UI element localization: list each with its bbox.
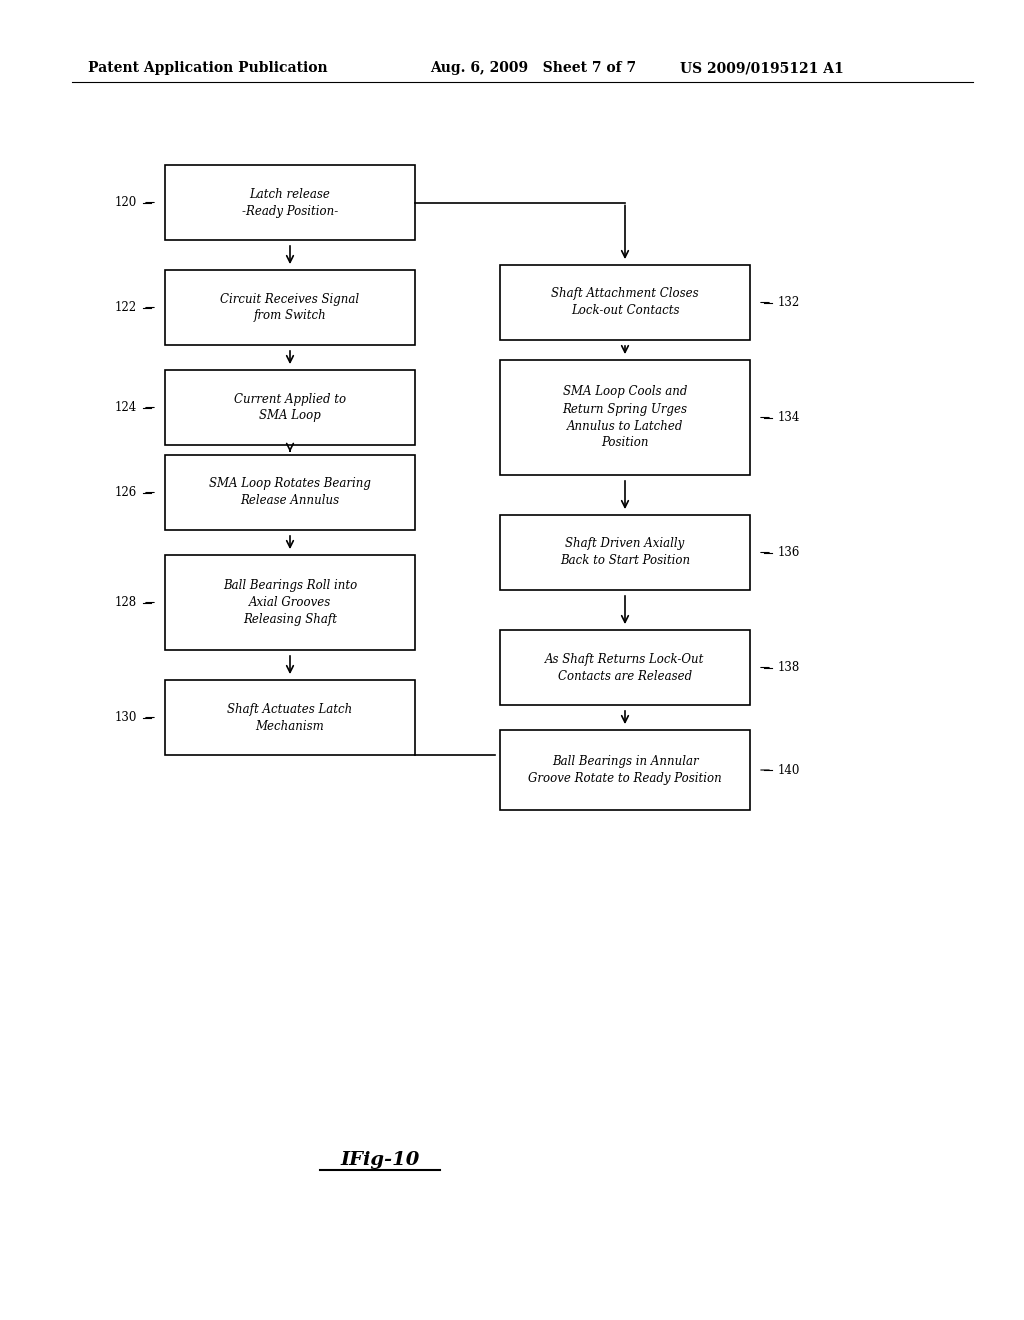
Text: 130: 130: [115, 711, 137, 723]
Text: Ball Bearings in Annular
Groove Rotate to Ready Position: Ball Bearings in Annular Groove Rotate t…: [528, 755, 722, 785]
Text: Current Applied to
SMA Loop: Current Applied to SMA Loop: [233, 392, 346, 422]
Text: 124: 124: [115, 401, 137, 414]
FancyBboxPatch shape: [165, 165, 415, 240]
Text: Shaft Actuates Latch
Mechanism: Shaft Actuates Latch Mechanism: [227, 702, 352, 733]
Text: 136: 136: [778, 546, 801, 558]
Text: IFig-10: IFig-10: [340, 1151, 420, 1170]
Text: 126: 126: [115, 486, 137, 499]
Text: As Shaft Returns Lock-Out
Contacts are Released: As Shaft Returns Lock-Out Contacts are R…: [546, 652, 705, 682]
FancyBboxPatch shape: [500, 730, 750, 810]
Text: Patent Application Publication: Patent Application Publication: [88, 61, 328, 75]
Text: Ball Bearings Roll into
Axial Grooves
Releasing Shaft: Ball Bearings Roll into Axial Grooves Re…: [223, 579, 357, 626]
Text: Shaft Attachment Closes
Lock-out Contacts: Shaft Attachment Closes Lock-out Contact…: [551, 288, 698, 318]
Text: 122: 122: [115, 301, 137, 314]
Text: 120: 120: [115, 195, 137, 209]
Text: 138: 138: [778, 661, 800, 675]
FancyBboxPatch shape: [500, 360, 750, 475]
FancyBboxPatch shape: [500, 515, 750, 590]
Text: Aug. 6, 2009   Sheet 7 of 7: Aug. 6, 2009 Sheet 7 of 7: [430, 61, 636, 75]
Text: 140: 140: [778, 763, 801, 776]
FancyBboxPatch shape: [165, 680, 415, 755]
FancyBboxPatch shape: [500, 265, 750, 341]
Text: Latch release
-Ready Position-: Latch release -Ready Position-: [242, 187, 338, 218]
Text: US 2009/0195121 A1: US 2009/0195121 A1: [680, 61, 844, 75]
FancyBboxPatch shape: [500, 630, 750, 705]
Text: 128: 128: [115, 597, 137, 609]
Text: 132: 132: [778, 296, 800, 309]
Text: Shaft Driven Axially
Back to Start Position: Shaft Driven Axially Back to Start Posit…: [560, 537, 690, 568]
Text: 134: 134: [778, 411, 801, 424]
Text: SMA Loop Cools and
Return Spring Urges
Annulus to Latched
Position: SMA Loop Cools and Return Spring Urges A…: [562, 385, 687, 450]
FancyBboxPatch shape: [165, 554, 415, 649]
FancyBboxPatch shape: [165, 271, 415, 345]
FancyBboxPatch shape: [165, 455, 415, 531]
Text: SMA Loop Rotates Bearing
Release Annulus: SMA Loop Rotates Bearing Release Annulus: [209, 478, 371, 507]
FancyBboxPatch shape: [165, 370, 415, 445]
Text: Circuit Receives Signal
from Switch: Circuit Receives Signal from Switch: [220, 293, 359, 322]
